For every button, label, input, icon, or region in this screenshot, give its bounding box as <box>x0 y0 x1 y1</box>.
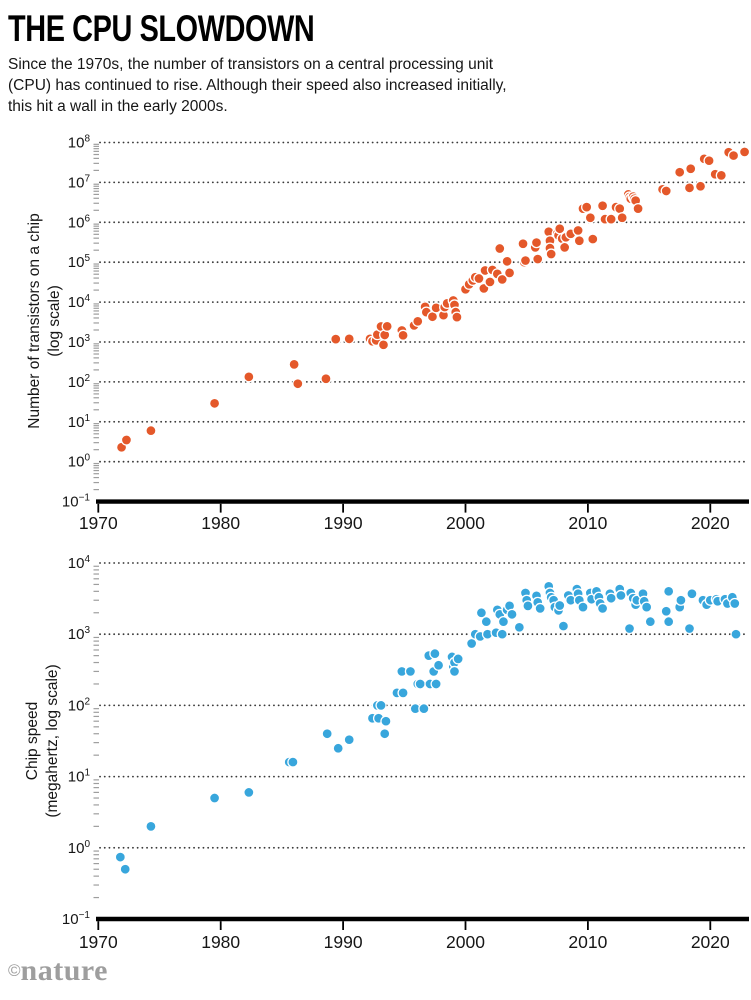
data-point <box>243 371 255 383</box>
data-point <box>377 339 390 351</box>
x-tick-label: 1990 <box>324 513 363 533</box>
data-point <box>503 267 516 279</box>
data-point <box>587 233 599 245</box>
subtitle-line: this hit a wall in the early 2000s. <box>8 98 228 115</box>
data-point <box>632 202 644 215</box>
x-tick-label: 1980 <box>201 513 240 533</box>
data-point <box>473 272 485 285</box>
y-tick-label: 107 <box>68 173 91 191</box>
y-tick-label: 100 <box>68 453 91 471</box>
data-point <box>694 180 707 192</box>
data-point <box>501 255 513 268</box>
figure-header: THE CPU SLOWDOWN Since the 1970s, the nu… <box>8 10 708 117</box>
y-axis-label-transistors: Number of transistors on a chip (log sca… <box>25 213 65 428</box>
data-point <box>145 425 157 437</box>
data-point <box>554 223 566 235</box>
data-point <box>530 236 543 249</box>
data-point <box>343 333 355 345</box>
data-point <box>584 212 596 224</box>
data-point <box>674 166 686 178</box>
data-point <box>532 253 544 265</box>
data-point <box>494 242 506 255</box>
copyright-icon: © <box>8 961 21 980</box>
y-tick-label: 103 <box>68 333 91 351</box>
y-tick-label: 108 <box>68 134 91 152</box>
data-point <box>484 276 496 288</box>
subtitle-line: (CPU) has continued to rise. Although th… <box>8 77 507 94</box>
data-point <box>596 200 609 212</box>
data-point <box>397 329 409 341</box>
y-axis-label-line: (megahertz, log scale) <box>44 664 61 818</box>
y-axis-label-chip-speed: Chip speed (megahertz, log scale) <box>23 664 63 817</box>
x-tick-label: 2010 <box>568 513 607 533</box>
data-point <box>558 241 571 254</box>
data-point <box>451 311 463 323</box>
x-tick-label: 2000 <box>446 513 485 533</box>
data-point <box>616 212 628 224</box>
nature-logo-text: nature <box>20 954 108 987</box>
y-tick-label: 10−1 <box>62 493 91 511</box>
data-point <box>738 146 751 158</box>
data-point <box>320 373 332 385</box>
data-point <box>545 248 557 260</box>
data-point <box>581 201 593 213</box>
y-axis-label-line: Chip speed <box>24 701 41 781</box>
data-point <box>614 202 626 215</box>
y-tick-label: 101 <box>68 413 91 431</box>
data-point <box>685 163 697 175</box>
nature-logo: © nature <box>8 954 108 988</box>
x-tick-label: 2020 <box>691 513 730 533</box>
data-point <box>292 378 304 390</box>
data-point <box>496 273 508 286</box>
data-point <box>412 315 424 327</box>
data-point <box>605 213 617 225</box>
x-tick-label: 1970 <box>79 513 118 533</box>
data-point <box>683 182 696 194</box>
data-point <box>519 254 532 267</box>
data-point <box>660 185 672 197</box>
figure-subtitle: Since the 1970s, the number of transisto… <box>8 54 708 117</box>
data-point <box>703 155 715 167</box>
y-axis-label-line: (log scale) <box>46 285 63 357</box>
data-point <box>573 235 585 247</box>
data-point <box>727 149 740 162</box>
data-point <box>517 238 529 250</box>
data-point <box>572 224 584 237</box>
data-point <box>381 320 393 332</box>
data-point <box>715 169 727 182</box>
y-tick-label: 104 <box>68 293 91 311</box>
y-tick-label: 106 <box>68 213 91 231</box>
page-title: THE CPU SLOWDOWN <box>8 8 315 49</box>
data-point <box>330 333 342 345</box>
subtitle-line: Since the 1970s, the number of transisto… <box>8 56 494 73</box>
data-point <box>288 358 300 371</box>
y-axis-label-line: Number of transistors on a chip <box>26 213 43 429</box>
data-point <box>208 397 221 410</box>
y-tick-label: 102 <box>68 373 91 391</box>
y-tick-label: 105 <box>68 253 91 271</box>
data-point <box>120 434 133 446</box>
